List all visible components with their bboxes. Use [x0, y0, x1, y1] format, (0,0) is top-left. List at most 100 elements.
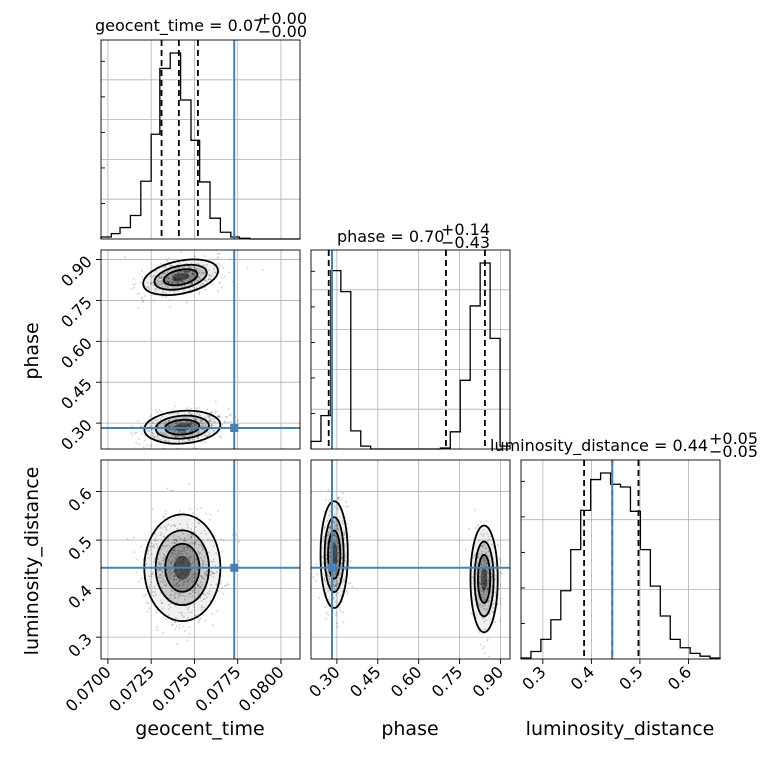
scatter-distance-vs-phase-sample: [473, 611, 476, 614]
scatter-phase-vs-geocent-time-sample: [232, 281, 234, 283]
scatter-distance-vs-phase-sample: [332, 545, 335, 548]
scatter-phase-vs-geocent-time-sample: [161, 275, 163, 278]
scatter-phase-vs-geocent-time-sample: [203, 255, 206, 257]
scatter-distance-vs-geocent-time-sample: [178, 553, 180, 555]
scatter-distance-vs-phase-sample: [327, 531, 330, 534]
scatter-phase-vs-geocent-time-sample: [167, 281, 170, 284]
scatter-phase-vs-geocent-time-sample: [159, 440, 162, 442]
scatter-distance-vs-phase-sample: [334, 561, 337, 563]
scatter-phase-vs-geocent-time-sample: [212, 429, 215, 432]
scatter-distance-vs-geocent-time-sample: [196, 508, 199, 511]
scatter-phase-vs-geocent-time-sample: [181, 274, 183, 276]
scatter-distance-vs-phase-sample: [326, 611, 328, 614]
scatter-distance-vs-geocent-time-sample: [212, 545, 215, 547]
scatter-phase-vs-geocent-time-sample: [143, 446, 145, 449]
scatter-phase-vs-geocent-time-sample: [183, 436, 186, 439]
scatter-distance-vs-geocent-time-sample: [200, 543, 203, 546]
scatter-distance-vs-phase-sample: [334, 557, 336, 560]
scatter-phase-vs-geocent-time-sample: [182, 431, 185, 433]
scatter-distance-vs-phase-sample: [337, 583, 340, 585]
scatter-phase-vs-geocent-time-sample: [172, 417, 174, 419]
scatter-phase-vs-geocent-time-sample: [141, 298, 143, 300]
scatter-distance-vs-phase-sample: [482, 535, 485, 538]
scatter-phase-vs-geocent-time-sample: [217, 262, 220, 265]
scatter-distance-vs-geocent-time-sample: [173, 542, 176, 545]
scatter-distance-vs-geocent-time-sample: [199, 585, 202, 588]
scatter-phase-vs-geocent-time-sample: [143, 439, 146, 442]
scatter-phase-vs-geocent-time-sample: [191, 281, 193, 283]
scatter-distance-vs-geocent-time-sample: [167, 614, 170, 617]
scatter-phase-vs-geocent-time-sample: [164, 287, 166, 289]
scatter-distance-vs-phase-sample: [333, 531, 336, 534]
scatter-distance-vs-geocent-time-sample: [178, 580, 181, 582]
scatter-phase-vs-geocent-time-sample: [188, 282, 191, 285]
scatter-phase-vs-geocent-time-sample: [203, 286, 206, 289]
scatter-distance-vs-geocent-time-sample: [159, 569, 162, 571]
xticklabel-geocent_time-2: 0.0750: [148, 662, 201, 715]
scatter-distance-vs-geocent-time-sample: [158, 582, 161, 585]
scatter-distance-vs-geocent-time-sample: [190, 536, 193, 538]
scatter-distance-vs-geocent-time-sample: [206, 569, 209, 572]
scatter-distance-vs-geocent-time-sample: [161, 544, 164, 547]
scatter-distance-vs-phase-sample: [337, 496, 340, 499]
scatter-distance-vs-phase-sample: [339, 578, 341, 581]
scatter-phase-vs-geocent-time-sample: [170, 281, 173, 283]
scatter-phase-vs-geocent-time-sample: [175, 268, 178, 271]
scatter-distance-vs-geocent-time-sample: [206, 573, 209, 575]
scatter-distance-vs-geocent-time-sample: [206, 570, 209, 572]
scatter-phase-vs-geocent-time-sample: [214, 400, 217, 403]
scatter-distance-vs-geocent-time-sample: [174, 557, 176, 560]
scatter-distance-vs-geocent-time-sample: [175, 573, 177, 576]
scatter-phase-vs-geocent-time-sample: [185, 434, 188, 436]
scatter-distance-vs-phase-sample: [499, 558, 501, 561]
scatter-distance-vs-phase-sample: [482, 597, 485, 599]
scatter-distance-vs-phase-sample: [322, 536, 325, 539]
scatter-phase-vs-geocent-time-sample: [214, 418, 217, 420]
scatter-distance-vs-geocent-time-sample: [158, 568, 161, 571]
scatter-phase-vs-geocent-time-contour-1-0: [143, 409, 222, 445]
scatter-phase-vs-geocent-time-sample: [169, 428, 171, 430]
scatter-distance-vs-geocent-time-sample: [161, 602, 164, 604]
scatter-distance-vs-phase-sample: [481, 553, 484, 555]
scatter-phase-vs-geocent-time-sample: [174, 434, 177, 437]
scatter-distance-vs-geocent-time-sample: [183, 602, 185, 605]
scatter-phase-vs-geocent-time-sample: [173, 279, 176, 282]
scatter-distance-vs-geocent-time-truth-marker: [230, 563, 239, 572]
scatter-distance-vs-geocent-time-sample: [160, 568, 163, 570]
scatter-distance-vs-phase-sample: [500, 573, 503, 575]
scatter-distance-vs-phase-sample: [324, 554, 327, 556]
scatter-distance-vs-geocent-time-sample: [177, 561, 179, 564]
scatter-phase-vs-geocent-time-sample: [172, 287, 174, 289]
scatter-distance-vs-phase-sample: [328, 555, 331, 557]
scatter-distance-vs-phase-sample: [335, 611, 338, 614]
scatter-phase-vs-geocent-time-sample: [169, 425, 172, 427]
scatter-distance-vs-geocent-time-sample: [165, 539, 168, 542]
scatter-distance-vs-phase-sample: [339, 610, 342, 612]
scatter-distance-vs-geocent-time-sample: [166, 569, 169, 571]
scatter-phase-vs-geocent-time-sample: [172, 272, 174, 275]
scatter-distance-vs-phase-sample: [483, 593, 485, 595]
scatter-distance-vs-geocent-time-sample: [184, 538, 186, 540]
scatter-phase-vs-geocent-time-sample: [166, 259, 168, 261]
scatter-phase-vs-geocent-time-sample: [189, 439, 191, 441]
scatter-distance-vs-geocent-time-sample: [189, 568, 192, 571]
xticklabel-luminosity_distance-2: 0.5: [615, 662, 646, 693]
scatter-distance-vs-geocent-time-sample: [162, 565, 165, 568]
scatter-phase-vs-geocent-time-sample: [205, 266, 207, 269]
scatter-distance-vs-geocent-time-sample: [152, 573, 154, 575]
scatter-distance-vs-phase-sample: [326, 585, 329, 587]
scatter-phase-vs-geocent-time-sample: [153, 299, 155, 302]
scatter-distance-vs-geocent-time-sample: [180, 568, 183, 571]
title-luminosity-distance-plus: +0.05: [709, 429, 758, 448]
scatter-distance-vs-phase-sample: [337, 542, 340, 544]
scatter-distance-vs-geocent-time-sample: [165, 528, 168, 531]
scatter-distance-vs-phase-sample: [496, 603, 499, 606]
scatter-phase-vs-geocent-time-sample: [199, 266, 202, 269]
hist-panel-geocent_time-histogram: [100, 52, 300, 240]
scatter-distance-vs-phase-sample: [335, 585, 337, 588]
scatter-phase-vs-geocent-time-sample: [208, 275, 211, 277]
scatter-phase-vs-geocent-time-sample: [198, 422, 201, 424]
scatter-distance-vs-geocent-time-sample: [182, 544, 185, 547]
scatter-phase-vs-geocent-time-sample: [156, 430, 159, 433]
scatter-phase-vs-geocent-time-sample: [202, 272, 205, 274]
